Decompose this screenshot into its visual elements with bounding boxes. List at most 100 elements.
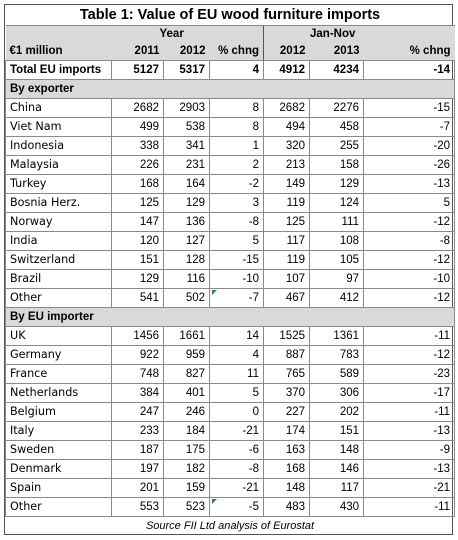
row-value: 1525	[263, 326, 310, 346]
table-row: Malaysia 226 231 2 213 158 -26	[5, 155, 456, 175]
row-label: Germany	[5, 345, 112, 365]
row-value: 370	[263, 383, 310, 403]
header-col-2011: 2011	[111, 43, 164, 61]
row-value: -2	[209, 174, 264, 194]
table-row: Netherlands 384 401 5 370 306 -17	[5, 383, 456, 403]
header-year-group: Year	[111, 25, 264, 43]
table-row: Switzerland 151 128 -15 119 105 -12	[5, 250, 456, 270]
row-value: 922	[111, 345, 164, 365]
row-value: 959	[163, 345, 210, 365]
row-value: 197	[111, 459, 164, 479]
row-value: 247	[111, 402, 164, 422]
row-value: 168	[111, 174, 164, 194]
row-value: 233	[111, 421, 164, 441]
header-unit: €1 million	[5, 43, 112, 61]
row-value: -21	[209, 421, 264, 441]
row-value: -12	[362, 250, 456, 270]
row-value: 1456	[111, 326, 164, 346]
row-value: -15	[209, 250, 264, 270]
row-label: Other	[5, 497, 112, 517]
table-row: Viet Nam 499 538 8 494 458 -7	[5, 117, 456, 137]
table-row: Belgium 247 246 0 227 202 -11	[5, 402, 456, 422]
table-row: China 2682 2903 8 2682 2276 -15	[5, 98, 456, 118]
row-label: Malaysia	[5, 155, 112, 175]
row-value: 783	[309, 345, 364, 365]
row-value: 168	[263, 459, 310, 479]
row-value: 430	[309, 497, 364, 517]
table-row: France 748 827 11 765 589 -23	[5, 364, 456, 384]
row-value: -17	[362, 383, 456, 403]
row-value: 5	[362, 193, 456, 213]
row-label: Sweden	[5, 440, 112, 460]
row-value: -21	[209, 478, 264, 498]
row-label: Bosnia Herz.	[5, 193, 112, 213]
row-label: China	[5, 98, 112, 118]
row-value: 117	[309, 478, 364, 498]
row-value: 213	[263, 155, 310, 175]
row-value: 148	[263, 478, 310, 498]
row-value: 108	[309, 231, 364, 251]
row-value: -11	[362, 497, 456, 517]
row-value: -26	[362, 155, 456, 175]
row-label: Belgium	[5, 402, 112, 422]
exporter-rows: China 2682 2903 8 2682 2276 -15 Viet Nam 499 538 8…	[5, 98, 456, 308]
row-value: -7	[362, 117, 456, 137]
row-value: 111	[309, 212, 364, 232]
row-value: 136	[163, 212, 210, 232]
row-value: 163	[263, 440, 310, 460]
row-value: 2682	[263, 98, 310, 118]
row-value: 119	[263, 193, 310, 213]
row-label: Turkey	[5, 174, 112, 194]
row-value: 187	[111, 440, 164, 460]
row-value: 765	[263, 364, 310, 384]
row-value: 226	[111, 155, 164, 175]
row-value: 748	[111, 364, 164, 384]
row-value: -13	[362, 174, 456, 194]
table-row: Italy 233 184 -21 174 151 -13	[5, 421, 456, 441]
table-title: Table 1: Value of EU wood furniture impo…	[5, 5, 455, 26]
row-value: -13	[362, 421, 456, 441]
row-value: 384	[111, 383, 164, 403]
row-value: 148	[309, 440, 364, 460]
row-value: -15	[362, 98, 456, 118]
row-value: -13	[362, 459, 456, 479]
row-value: 202	[309, 402, 364, 422]
row-value: 158	[309, 155, 364, 175]
row-value: 0	[209, 402, 264, 422]
total-value: 4234	[309, 60, 364, 80]
row-value: 129	[163, 193, 210, 213]
row-value: -8	[209, 212, 264, 232]
section-row-importer: By EU importer	[4, 307, 456, 327]
row-label: Denmark	[5, 459, 112, 479]
table-row: Denmark 197 182 -8 168 146 -13	[5, 459, 456, 479]
row-value: 494	[263, 117, 310, 137]
row-value: 341	[163, 136, 210, 156]
row-value: 149	[263, 174, 310, 194]
row-value: 412	[309, 288, 364, 308]
row-value: 164	[163, 174, 210, 194]
row-value: -9	[362, 440, 456, 460]
row-value: -12	[362, 288, 456, 308]
row-value: -12	[362, 212, 456, 232]
row-value: 129	[309, 174, 364, 194]
row-value: 5	[209, 383, 264, 403]
row-value: 119	[263, 250, 310, 270]
row-value: -11	[362, 402, 456, 422]
row-value: 146	[309, 459, 364, 479]
header-col-year-chng: % chng	[209, 43, 264, 61]
importer-rows: UK 1456 1661 14 1525 1361 -11 Germany 922 959 4 887…	[5, 326, 456, 517]
table-row: Sweden 187 175 -6 163 148 -9	[5, 440, 456, 460]
furniture-imports-table-frame: Table 1: Value of EU wood furniture impo…	[4, 4, 456, 535]
table-row: UK 1456 1661 14 1525 1361 -11	[5, 326, 456, 346]
row-value: 467	[263, 288, 310, 308]
row-value: 151	[309, 421, 364, 441]
row-value: 125	[263, 212, 310, 232]
row-value: 338	[111, 136, 164, 156]
row-value: 182	[163, 459, 210, 479]
row-value: 4	[209, 345, 264, 365]
row-value: 127	[163, 231, 210, 251]
row-label: Norway	[5, 212, 112, 232]
row-label: UK	[5, 326, 112, 346]
row-value: 320	[263, 136, 310, 156]
row-value: 151	[111, 250, 164, 270]
